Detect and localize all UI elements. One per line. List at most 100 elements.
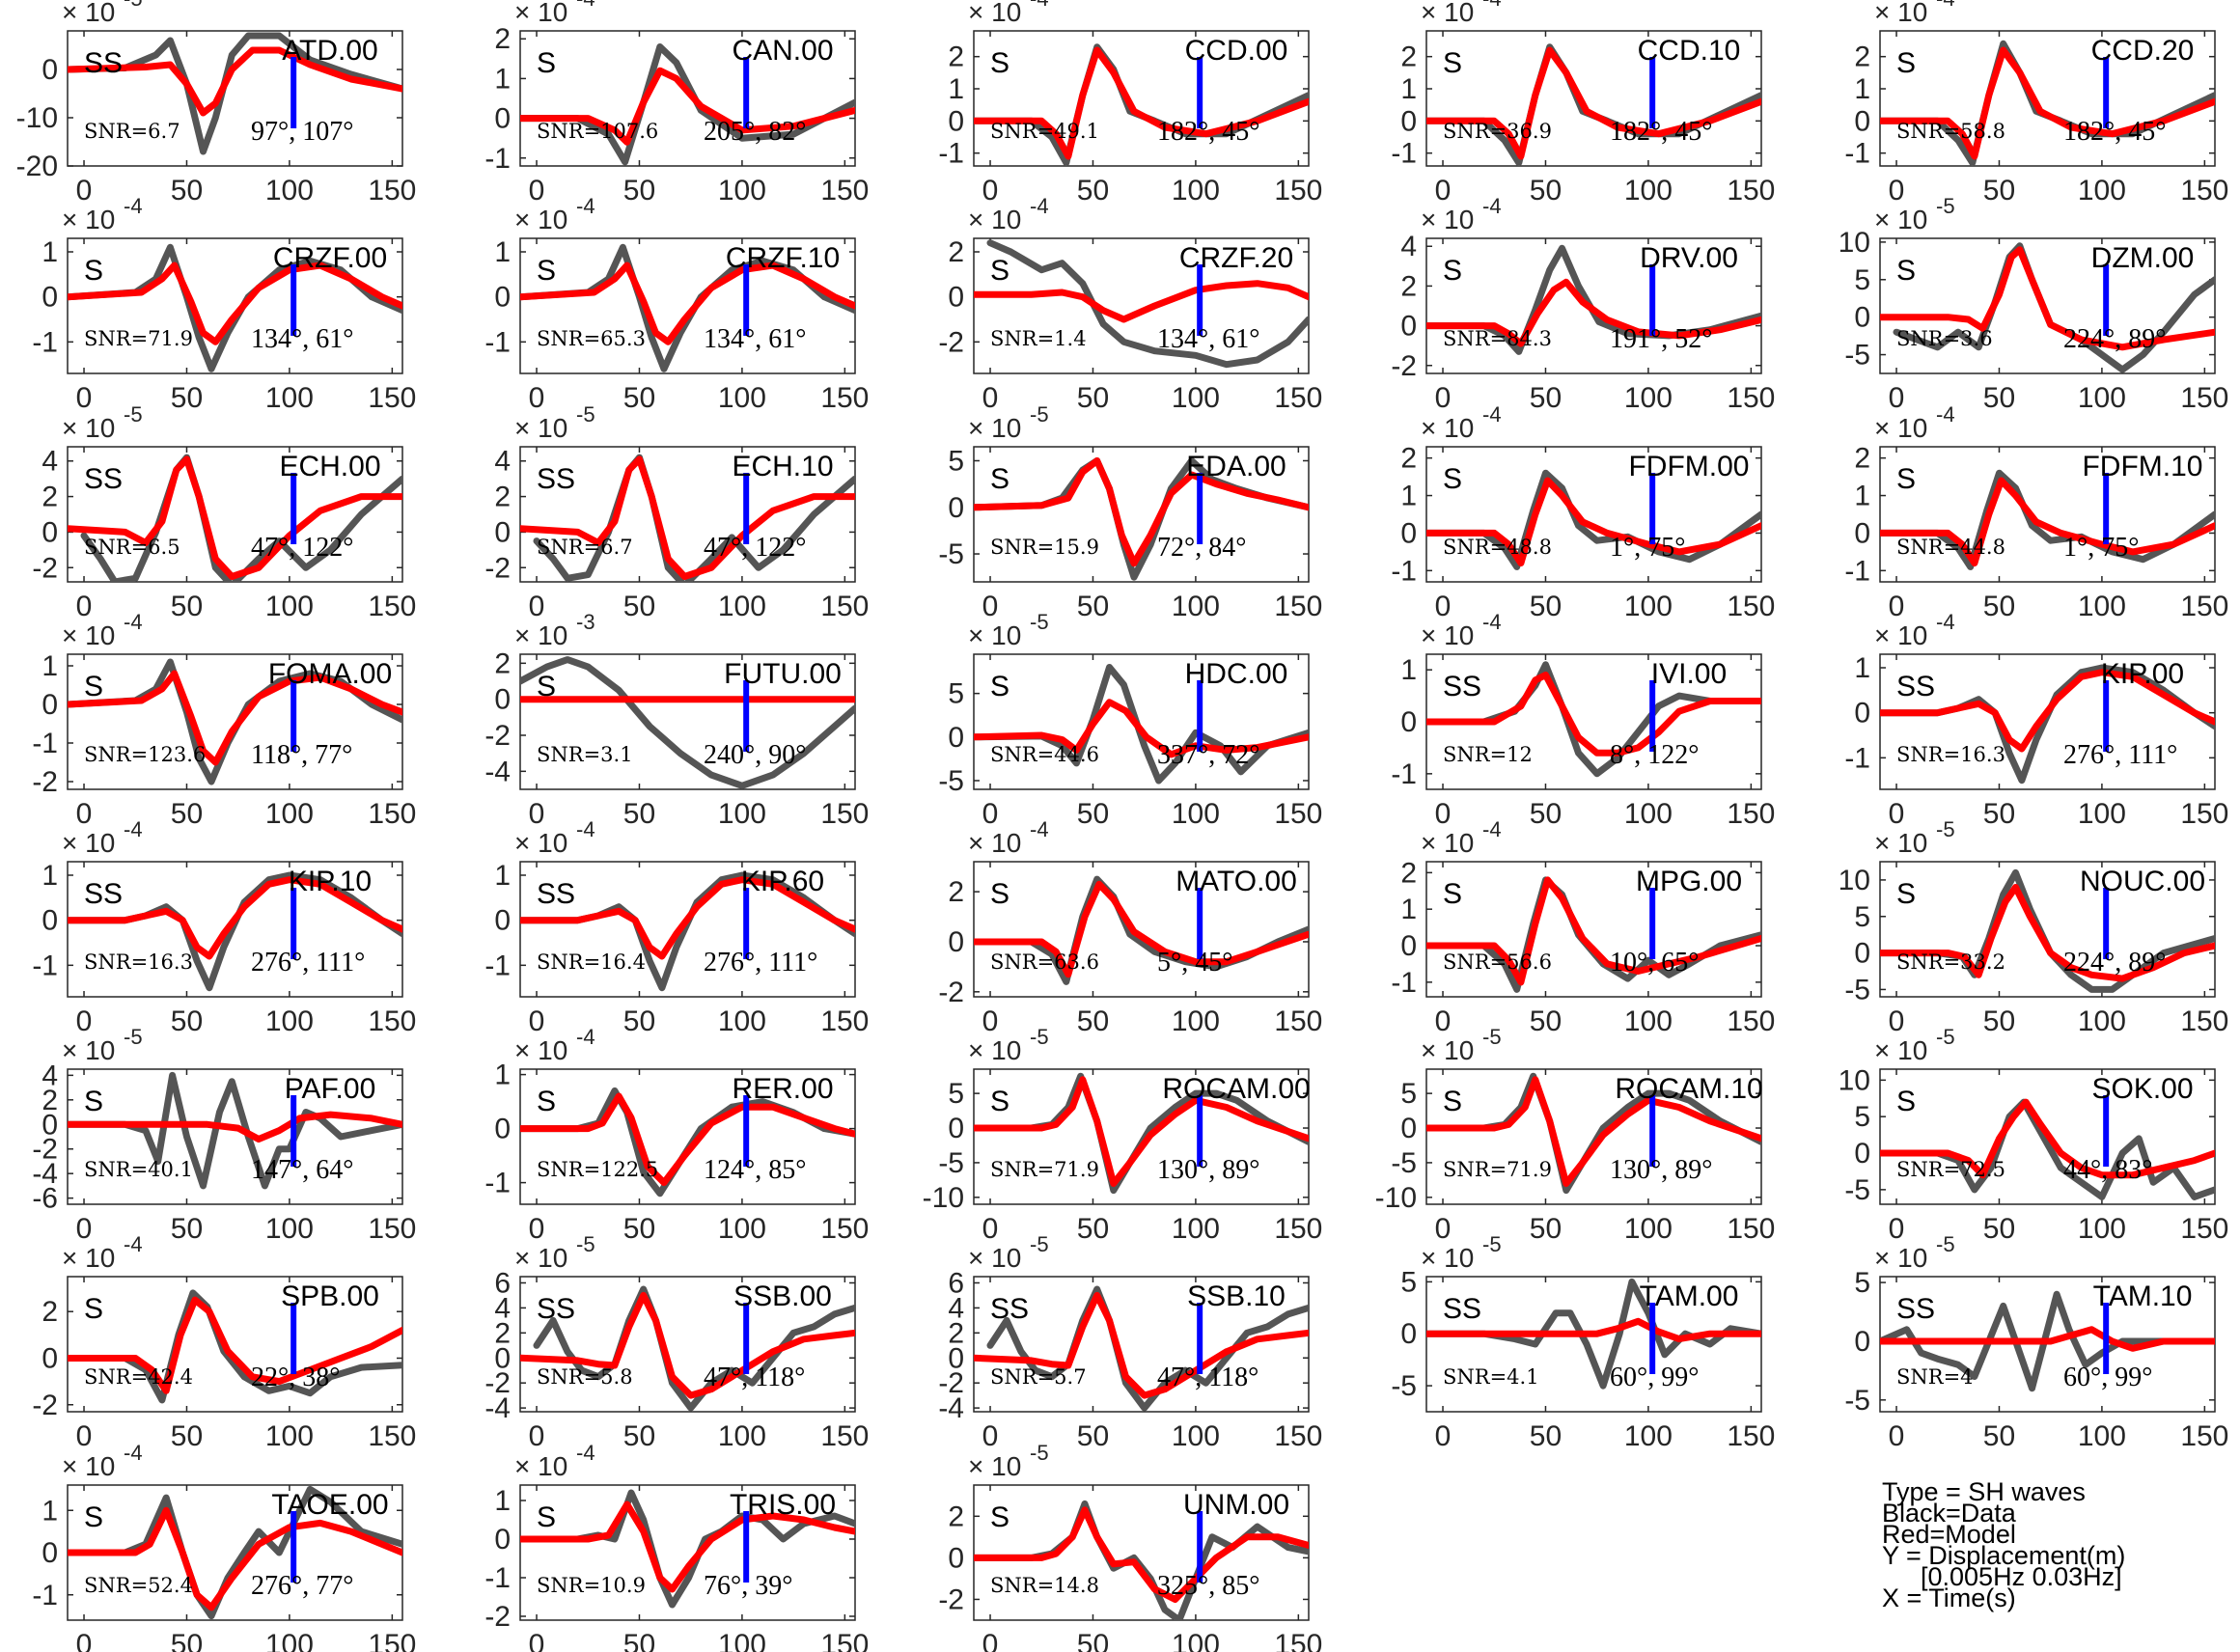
y-tick-label: -1 — [1391, 138, 1417, 170]
x-tick-label: 150 — [1274, 1213, 1322, 1245]
legend-type: Type = SH waves — [1882, 1477, 2086, 1506]
phase-label: SS — [84, 463, 123, 495]
angle-label: 130°, 89° — [1610, 1155, 1712, 1185]
y-exponent-label: × 10 — [62, 413, 115, 443]
x-tick-label: 50 — [1983, 175, 2015, 206]
y-tick-label: 0 — [41, 54, 58, 86]
phase-label: SS — [84, 47, 123, 79]
x-tick-label: 150 — [368, 798, 416, 830]
y-tick-label: 0 — [1854, 105, 1870, 137]
x-tick-label: 0 — [982, 382, 999, 414]
legend-frequency-band: [0.005Hz 0.03Hz] — [1921, 1562, 2122, 1591]
y-tick-label: -4 — [32, 1158, 58, 1190]
data-trace — [986, 239, 1309, 369]
y-tick-label: -5 — [1844, 340, 1870, 372]
x-tick-label: 150 — [1727, 1005, 1775, 1037]
station-label: UNM.00 — [1183, 1489, 1289, 1521]
snr-label: SNR=3.1 — [537, 743, 633, 766]
x-tick-label: 150 — [368, 175, 416, 206]
angle-label: 182°, 45° — [2063, 117, 2166, 147]
y-tick-label: -1 — [1391, 967, 1417, 999]
axes-box — [973, 30, 1310, 167]
angle-label: 47°, 118° — [704, 1363, 805, 1392]
y-exponent-power: -5 — [1030, 1441, 1049, 1465]
x-tick-label: 150 — [820, 175, 869, 206]
axes-box — [67, 446, 403, 583]
phase-label: SS — [84, 878, 123, 910]
x-tick-label: 150 — [2180, 1420, 2228, 1452]
x-tick-label: 0 — [982, 1213, 999, 1245]
x-tick-label: 0 — [529, 1420, 545, 1452]
model-trace — [68, 876, 402, 960]
x-tick-label: 0 — [982, 1629, 999, 1652]
x-tick-label: 150 — [368, 1629, 416, 1652]
angle-label: 22°, 38° — [251, 1363, 340, 1392]
snr-label: SNR=33.2 — [1896, 950, 2005, 974]
y-exponent-label: × 10 — [1874, 205, 1927, 234]
y-tick-label: -10 — [16, 102, 58, 134]
snr-label: SNR=1.4 — [990, 327, 1087, 350]
x-tick-label: 150 — [2180, 382, 2228, 414]
y-tick-label: -5 — [938, 538, 964, 570]
x-tick-label: 0 — [529, 1213, 545, 1245]
x-tick-label: 150 — [368, 1005, 416, 1037]
x-tick-label: 150 — [368, 1213, 416, 1245]
y-exponent-label: × 10 — [1421, 0, 1474, 27]
y-tick-label: -1 — [484, 143, 511, 175]
station-label: SOK.00 — [2091, 1073, 2193, 1105]
y-tick-label: 5 — [1854, 1267, 1870, 1299]
y-exponent-label: × 10 — [1421, 413, 1474, 443]
y-tick-label: 4 — [1400, 231, 1417, 262]
station-label: EDA.00 — [1186, 451, 1286, 482]
y-exponent-power: -4 — [576, 1025, 595, 1049]
y-exponent-label: × 10 — [62, 1451, 115, 1481]
x-tick-label: 50 — [1983, 1213, 2015, 1245]
x-tick-label: 100 — [265, 591, 314, 622]
angle-label: 182°, 45° — [1157, 117, 1259, 147]
x-tick-label: 100 — [265, 1213, 314, 1245]
x-tick-label: 0 — [1889, 175, 1905, 206]
phase-label: S — [990, 1501, 1009, 1533]
angle-label: 337°, 72° — [1157, 740, 1259, 770]
model-trace — [974, 46, 1309, 160]
y-tick-label: 2 — [948, 41, 964, 73]
x-tick-label: 150 — [820, 591, 869, 622]
x-tick-label: 100 — [1624, 1420, 1673, 1452]
y-tick-label: 0 — [494, 1524, 511, 1556]
x-tick-label: 0 — [529, 1629, 545, 1652]
angle-label: 60°, 99° — [1610, 1363, 1699, 1392]
y-exponent-power: -4 — [576, 1441, 595, 1465]
y-exponent-label: × 10 — [514, 1451, 567, 1481]
x-tick-label: 0 — [1435, 382, 1452, 414]
station-label: ROCAM.10 — [1615, 1073, 1762, 1105]
y-tick-label: 0 — [494, 905, 511, 937]
axes-box — [1425, 446, 1762, 583]
x-tick-label: 100 — [718, 1005, 766, 1037]
phase-label: S — [990, 1086, 1009, 1117]
x-tick-label: 50 — [1077, 1629, 1109, 1652]
phase-label: SS — [1896, 671, 1935, 702]
y-tick-label: 2 — [41, 482, 58, 513]
x-tick-label: 0 — [529, 1005, 545, 1037]
x-tick-label: 0 — [529, 382, 545, 414]
angle-label: 276°, 111° — [251, 948, 365, 977]
x-tick-label: 100 — [718, 175, 766, 206]
model-trace — [974, 880, 1309, 978]
x-tick-label: 50 — [623, 798, 655, 830]
y-exponent-power: -4 — [124, 1441, 143, 1465]
y-tick-label: 1 — [494, 236, 511, 268]
y-tick-label: -4 — [484, 1392, 511, 1424]
x-tick-label: 100 — [1624, 175, 1673, 206]
y-tick-label: -1 — [32, 950, 58, 981]
phase-label: S — [1443, 47, 1462, 79]
y-tick-label: 2 — [1400, 270, 1417, 302]
x-tick-label: 100 — [2078, 798, 2126, 830]
axes-box — [973, 653, 1310, 790]
y-tick-label: -5 — [1391, 1147, 1417, 1179]
y-tick-label: 10 — [1839, 227, 1870, 259]
